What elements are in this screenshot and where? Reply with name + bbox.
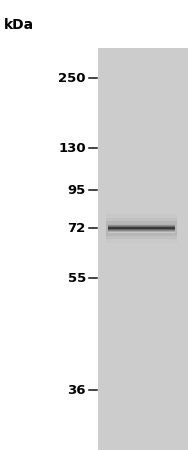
Text: 95: 95	[67, 184, 86, 197]
Text: 72: 72	[67, 221, 86, 234]
Text: 250: 250	[58, 72, 86, 85]
Text: 36: 36	[67, 383, 86, 396]
Text: 130: 130	[58, 141, 86, 154]
Text: kDa: kDa	[4, 18, 34, 32]
Text: 55: 55	[67, 271, 86, 284]
Bar	[106, 213, 177, 243]
Bar	[106, 217, 177, 238]
Bar	[98, 48, 188, 450]
Bar	[106, 220, 177, 235]
